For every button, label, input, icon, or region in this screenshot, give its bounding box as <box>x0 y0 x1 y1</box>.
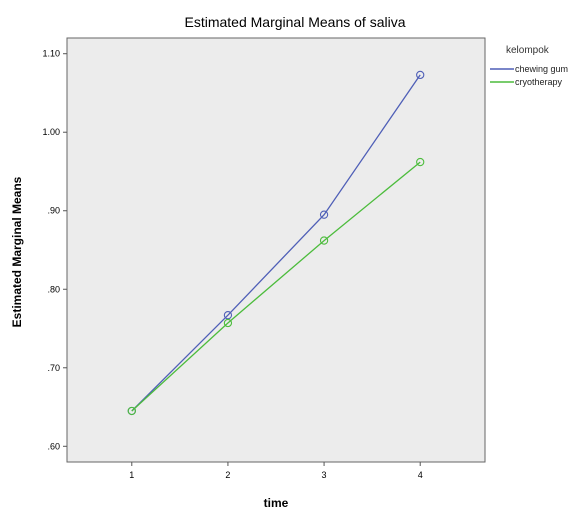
x-axis-ticks: 1 2 3 4 <box>129 462 423 480</box>
plot-area <box>66 37 486 463</box>
series-line <box>131 161 421 412</box>
legend: kelompok chewing gum cryotherapy <box>490 45 568 87</box>
x-tick-label: 1 <box>129 470 134 480</box>
y-tick-label: 1.00 <box>42 127 60 137</box>
legend-entry-label: cryotherapy <box>515 77 563 87</box>
legend-title: kelompok <box>506 45 550 56</box>
y-tick-label: .70 <box>47 363 60 373</box>
y-axis-label: Estimated Marginal Means <box>10 176 24 327</box>
data-point <box>319 210 329 219</box>
y-tick-label: .80 <box>47 284 60 294</box>
data-point <box>223 311 233 320</box>
series-layer <box>127 70 425 416</box>
data-point <box>127 406 136 416</box>
data-point <box>319 236 329 245</box>
y-tick-label: 1.10 <box>42 49 60 59</box>
series-line <box>131 74 421 412</box>
y-axis-ticks: .60 .70 .80 .90 1.00 1.10 <box>42 49 67 451</box>
chart-title: Estimated Marginal Means of saliva <box>185 14 406 30</box>
x-axis-label: time <box>264 496 289 510</box>
x-tick-label: 2 <box>225 470 230 480</box>
data-point <box>416 70 425 80</box>
y-tick-label: .60 <box>47 441 60 451</box>
x-tick-label: 4 <box>418 470 423 480</box>
x-tick-label: 3 <box>322 470 327 480</box>
data-point <box>416 157 425 167</box>
legend-items: chewing gum cryotherapy <box>490 64 568 87</box>
y-tick-label: .90 <box>47 206 60 216</box>
legend-entry-label: chewing gum <box>515 64 568 74</box>
data-point <box>223 318 233 328</box>
